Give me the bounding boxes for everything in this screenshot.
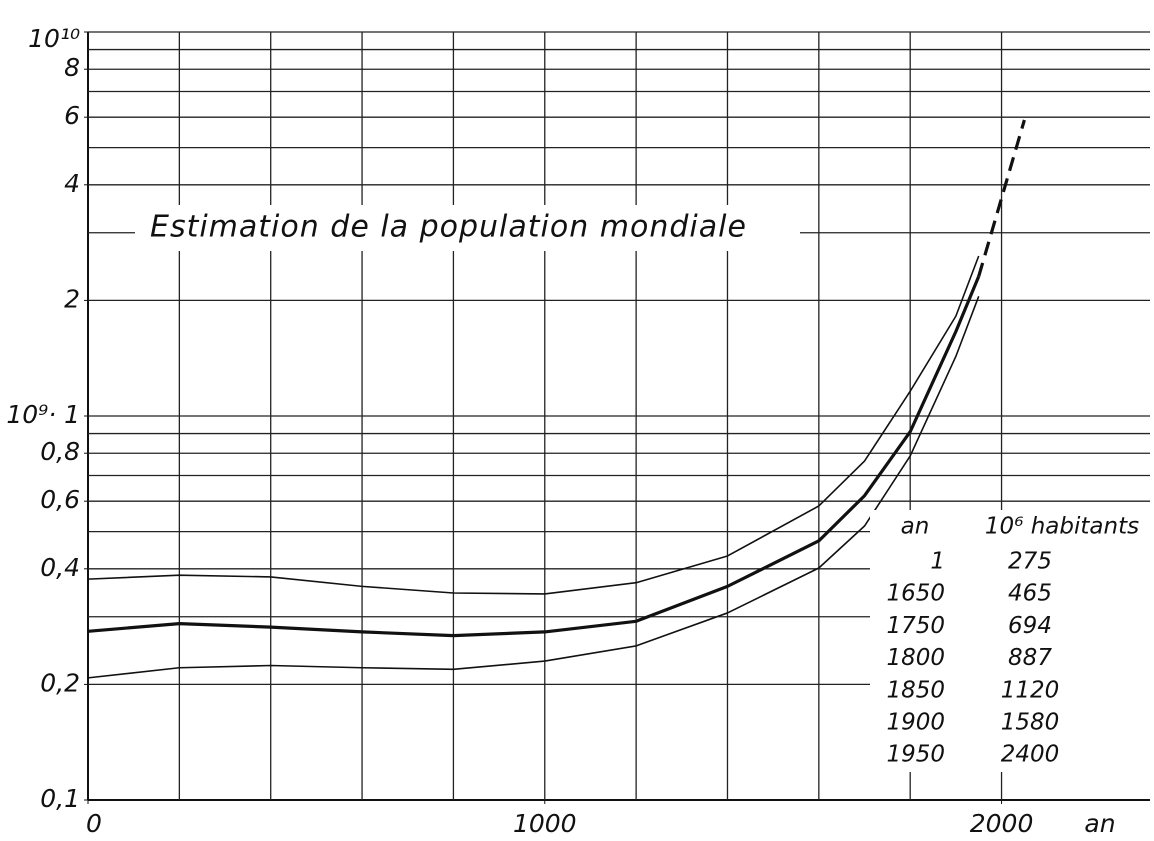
table-header: an (901, 514, 930, 540)
table-cell: 1650 (886, 581, 945, 607)
y-tick-label: 2 (64, 284, 80, 313)
x-axis-label: an (1084, 809, 1115, 838)
table-cell: 694 (1008, 613, 1052, 639)
table-cell: 1580 (1001, 710, 1060, 736)
table-cell: 1800 (886, 645, 945, 671)
title-backing (135, 205, 800, 251)
y-tick-label: 0,4 (40, 553, 80, 582)
y-tick-label: 0,8 (40, 437, 80, 466)
line-series (87, 275, 981, 638)
x-tick-label: 0 (86, 809, 102, 838)
table-cell: 1120 (1001, 677, 1060, 703)
x-tick-label: 2000 (970, 809, 1034, 838)
table-cell: 1850 (886, 677, 945, 703)
y-tick-label: 4 (64, 169, 80, 198)
chart-title: Estimation de la population mondiale (150, 210, 747, 245)
table-cell: 2400 (1001, 742, 1060, 768)
line-series (977, 119, 1026, 277)
table-cell: 1900 (886, 710, 945, 736)
y-tick-label: 10¹⁰ (28, 24, 80, 53)
y-tick-label: 8 (64, 53, 80, 82)
line-series (87, 296, 980, 679)
line-series (87, 255, 980, 595)
table-header: 10⁶ habitants (985, 514, 1139, 540)
table-cell: 887 (1008, 645, 1052, 671)
table-backing (870, 510, 1150, 772)
table-cell: 465 (1008, 581, 1052, 607)
y-tick-label: 0,2 (40, 668, 80, 697)
table-cell: 275 (1008, 549, 1052, 575)
table-cell: 1950 (886, 742, 945, 768)
y-tick-label: 10⁹· 1 (6, 400, 80, 429)
table-cell: 1 (930, 549, 945, 575)
y-tick-label: 0,6 (40, 485, 80, 514)
y-tick-label: 0,1 (40, 784, 80, 813)
x-tick-label: 1000 (513, 809, 577, 838)
y-tick-label: 6 (64, 101, 80, 130)
table-cell: 1750 (886, 613, 945, 639)
